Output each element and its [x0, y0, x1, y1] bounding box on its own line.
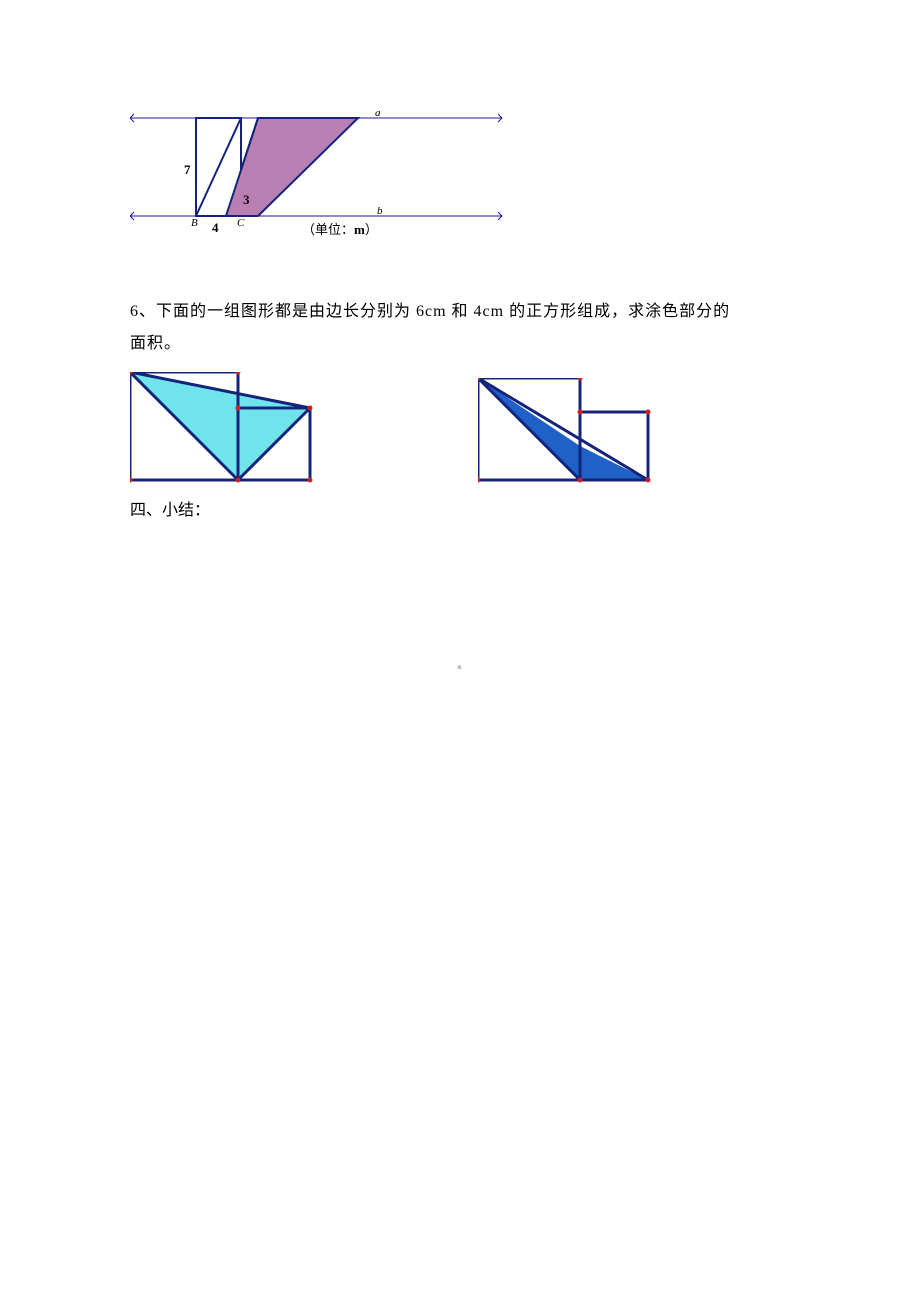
label-4: 4: [212, 220, 219, 235]
diagram-squares-left: [130, 372, 330, 492]
label-C-point: C: [237, 217, 245, 229]
question-6-line1: 6、下面的一组图形都是由边长分别为 6cm 和 4cm 的正方形组成，求涂色部分…: [130, 303, 730, 320]
diagram-squares-left-svg: [130, 372, 330, 492]
label-a: a: [375, 110, 381, 119]
label-B-point: B: [191, 217, 198, 229]
diagram-parallelogram: a b 7 3 4 B C （单位：m）: [130, 110, 530, 250]
question-6-text: 6、下面的一组图形都是由边长分别为 6cm 和 4cm 的正方形组成，求涂色部分…: [130, 296, 795, 360]
diagram-squares-right: [478, 378, 666, 490]
page-marker: ￭: [457, 659, 462, 674]
label-3: 3: [243, 192, 250, 207]
label-7: 7: [184, 162, 191, 177]
label-unit: （单位：m）: [302, 222, 378, 237]
diagram-squares-right-svg: [478, 378, 666, 490]
question-6-line2: 面积。: [130, 335, 181, 352]
section-4-label: 四、小结：: [130, 496, 210, 520]
label-b: b: [377, 205, 383, 217]
diagram-parallelogram-svg: a b 7 3 4 B C （单位：m）: [130, 110, 530, 250]
